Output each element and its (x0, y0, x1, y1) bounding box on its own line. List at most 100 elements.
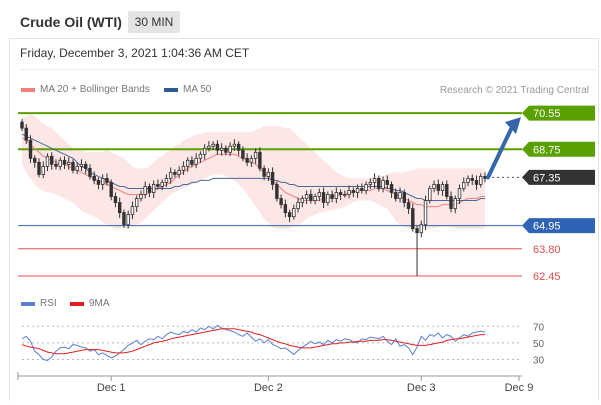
candle-body-42 (198, 153, 203, 159)
candle-body-103 (457, 188, 462, 199)
ma9-legend: 9MA (89, 298, 110, 309)
candle-body-102 (453, 198, 457, 209)
header: Crude Oil (WTI) 30 MIN (0, 0, 601, 38)
ma20-legend-swatch (21, 88, 35, 92)
candle-body-21 (109, 182, 113, 197)
candle-body-82 (368, 182, 373, 185)
candle-body-90 (402, 192, 407, 203)
candle-body-0 (20, 121, 24, 129)
ma50-legend-swatch (164, 88, 178, 92)
candle-body-81 (364, 184, 368, 191)
ma9-legend-swatch (70, 302, 84, 306)
candle-body-67 (304, 194, 309, 199)
candle-body-55 (253, 151, 258, 159)
ma9-line (21, 328, 485, 355)
candle-body-12 (71, 161, 75, 171)
candle-body-37 (177, 169, 181, 175)
candle-body-38 (181, 165, 186, 171)
instrument-title: Crude Oil (WTI) (20, 14, 122, 30)
candle-body-49 (228, 145, 232, 153)
candle-body-99 (440, 184, 445, 191)
candle-body-32 (156, 184, 160, 187)
candle-body-70 (317, 192, 322, 197)
rsi-line (21, 324, 486, 361)
candle-body-109 (483, 176, 487, 179)
candle-body-43 (202, 147, 207, 155)
candle-body-30 (147, 186, 152, 193)
candle-body-64 (292, 208, 296, 218)
candle-body-18 (96, 180, 101, 185)
level-tag-1 (522, 141, 595, 157)
candle-body-28 (139, 194, 143, 199)
candle-body-92 (411, 208, 415, 230)
candle-body-80 (360, 188, 364, 191)
level-label-5: 62.45 (533, 271, 561, 283)
candle-body-9 (58, 159, 62, 167)
candle-body-24 (122, 212, 126, 226)
rsi-tick-0: 70 (533, 322, 545, 333)
candle-body-88 (394, 192, 398, 199)
candle-body-73 (330, 194, 334, 199)
candle-body-107 (474, 180, 479, 185)
candle-body-105 (466, 178, 470, 183)
level-label-3: 64.95 (533, 221, 561, 233)
candle-body-56 (258, 151, 262, 169)
level-tag-2 (522, 169, 595, 185)
level-label-1: 68.75 (533, 144, 561, 156)
candle-body-19 (100, 178, 105, 185)
candle-body-79 (355, 188, 360, 193)
candle-body-61 (279, 198, 283, 205)
candle-body-62 (283, 204, 288, 214)
level-label-4: 63.80 (533, 244, 561, 256)
candle-body-3 (33, 157, 37, 163)
candle-body-83 (372, 178, 377, 183)
candle-body-71 (321, 192, 326, 203)
candle-body-60 (275, 184, 279, 199)
candle-body-100 (445, 184, 449, 197)
candle-body-48 (224, 147, 228, 153)
candle-body-11 (67, 161, 71, 165)
candle-body-20 (105, 178, 109, 183)
candle-body-17 (92, 176, 96, 181)
candle-body-5 (41, 165, 45, 175)
candle-body-68 (309, 194, 313, 201)
candle-body-40 (190, 159, 194, 165)
candle-body-47 (219, 147, 224, 151)
candle-body-75 (338, 192, 343, 195)
candle-body-58 (266, 171, 271, 177)
candle-body-46 (215, 143, 220, 151)
candle-body-16 (88, 167, 92, 177)
candle-body-10 (62, 159, 67, 165)
candle-body-25 (126, 214, 130, 226)
candle-body-31 (151, 184, 156, 193)
candle-body-4 (37, 161, 41, 175)
candle-body-72 (326, 194, 330, 203)
ma20-legend: MA 20 + Bollinger Bands (40, 84, 150, 95)
candle-body-22 (113, 196, 118, 203)
candle-body-13 (75, 165, 79, 171)
timeframe-badge[interactable]: 30 MIN (128, 11, 180, 33)
candle-body-77 (347, 190, 351, 195)
rsi-legend: RSI (40, 298, 57, 309)
level-label-0: 70.55 (533, 108, 561, 120)
level-tag-0 (522, 105, 595, 121)
candle-body-53 (245, 157, 249, 163)
candle-body-36 (173, 171, 177, 175)
candle-body-7 (50, 155, 54, 165)
candle-body-89 (398, 192, 402, 199)
candle-body-101 (449, 196, 453, 209)
candle-body-96 (428, 188, 432, 201)
divider (20, 69, 596, 70)
candle-body-8 (54, 163, 58, 167)
candle-body-26 (130, 206, 135, 216)
candle-body-41 (194, 157, 198, 165)
candle-body-74 (334, 192, 339, 199)
candle-body-97 (432, 184, 436, 189)
candle-body-85 (381, 180, 385, 189)
candle-body-78 (351, 190, 356, 193)
candle-body-39 (185, 159, 190, 167)
rsi-tick-2: 30 (533, 356, 545, 367)
candle-body-84 (377, 178, 381, 189)
candle-body-91 (406, 202, 411, 209)
candle-body-59 (270, 171, 275, 185)
